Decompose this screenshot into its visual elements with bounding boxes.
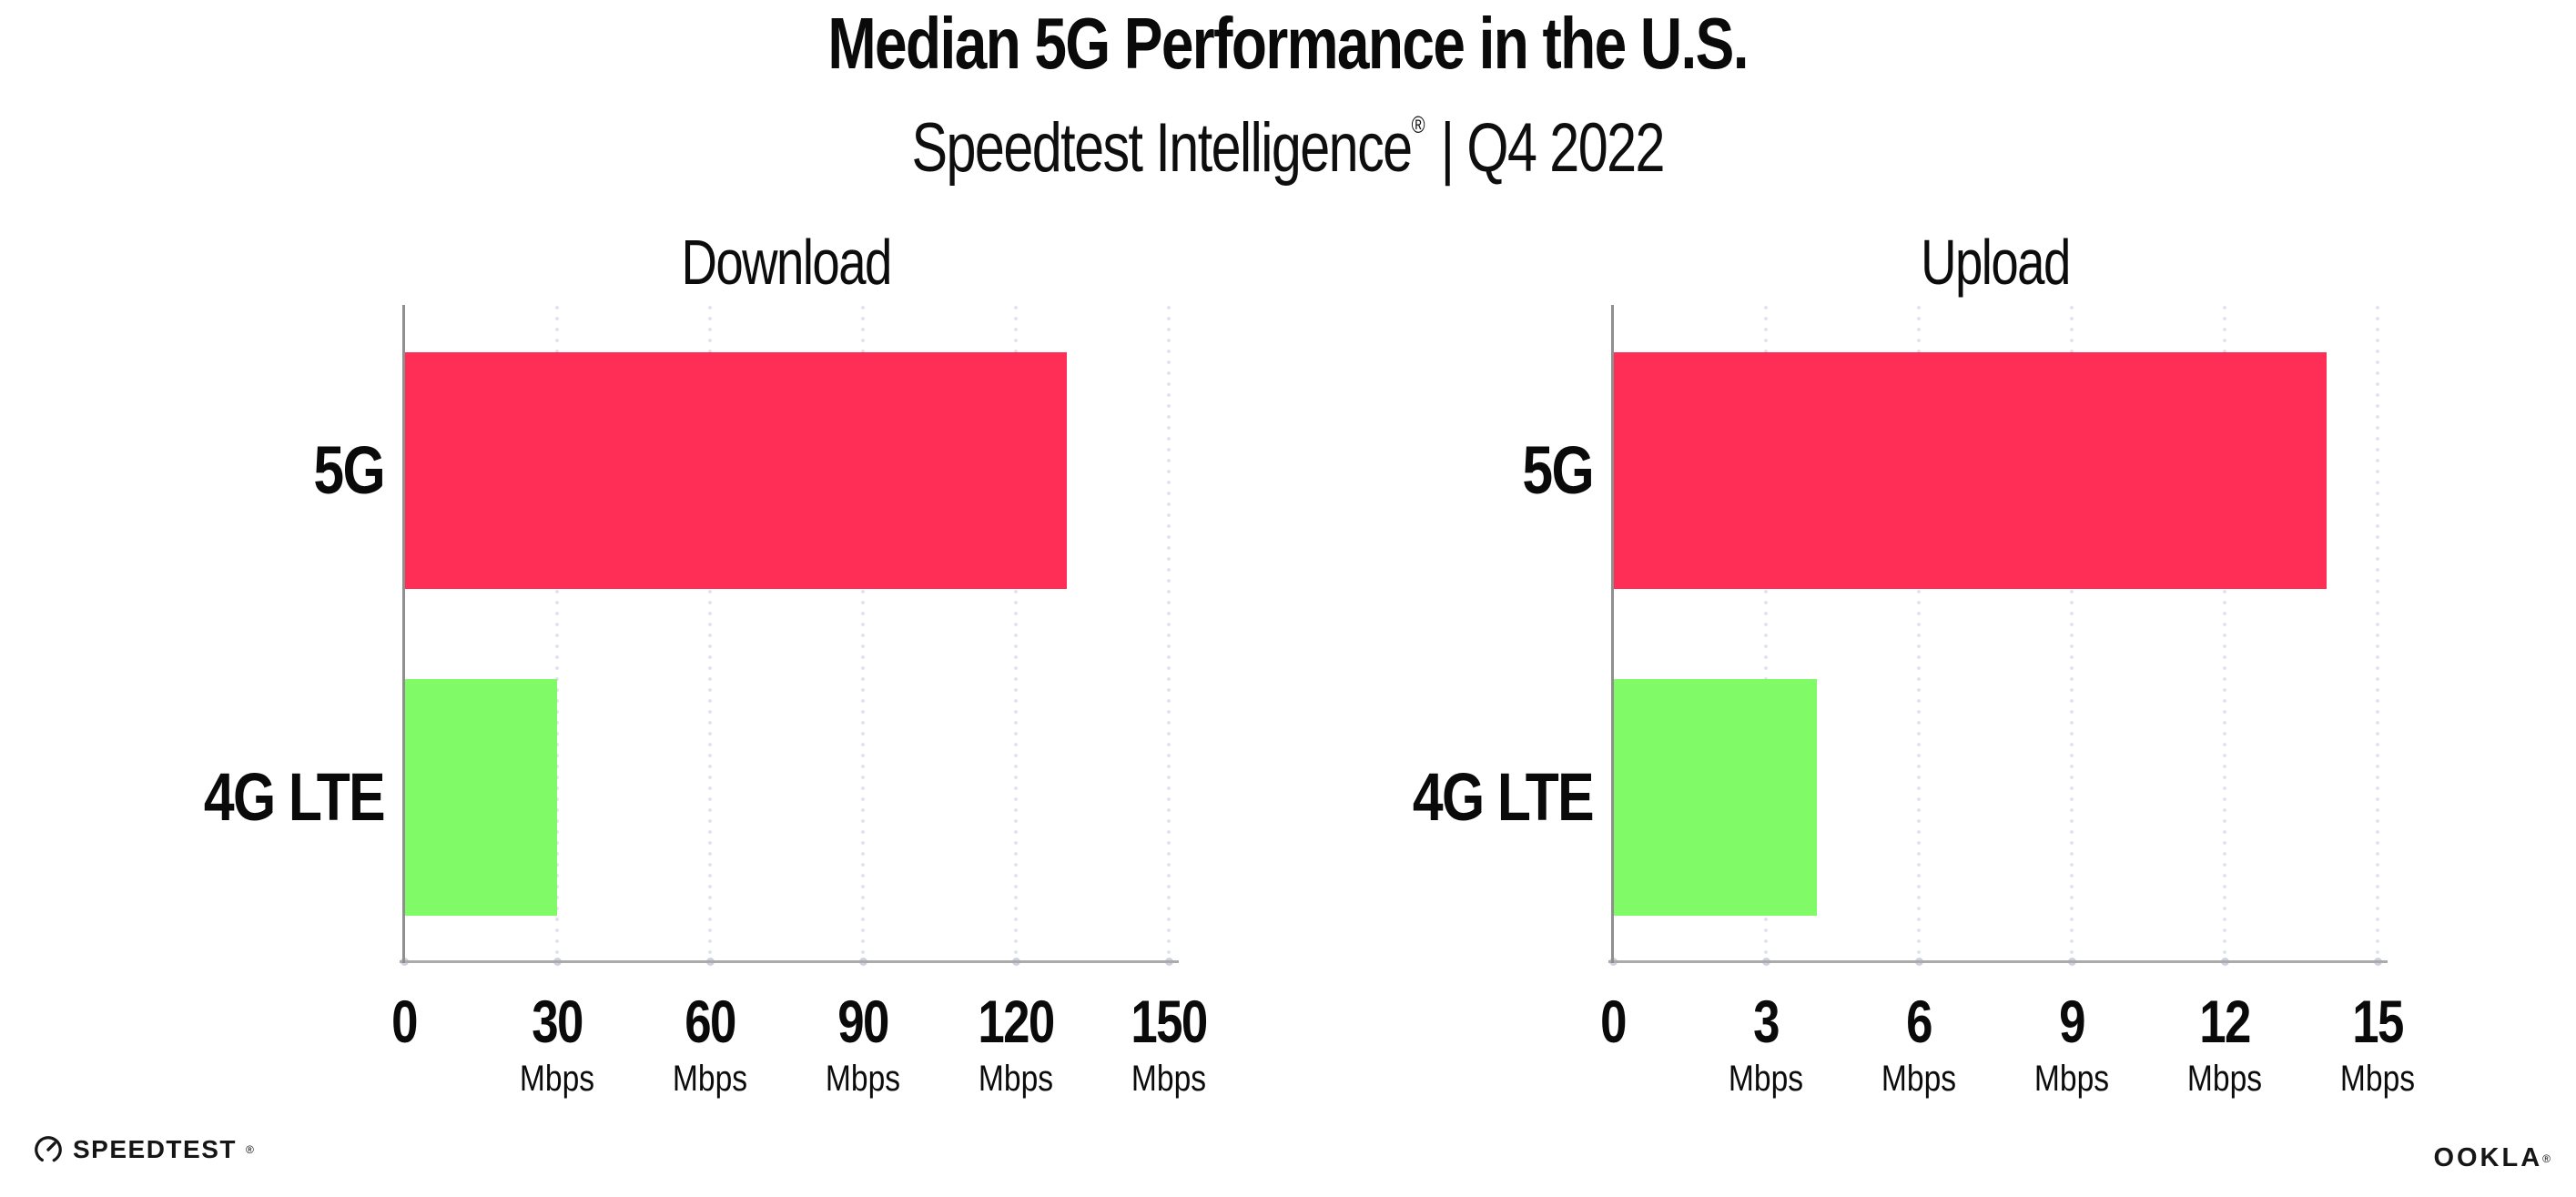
gridline [1764, 305, 1768, 960]
speedtest-gauge-icon [35, 1136, 62, 1163]
gridline [861, 305, 865, 960]
x-tick-label: 6 Mbps [1819, 988, 2019, 1099]
bar-5g [1613, 352, 2327, 589]
ookla-logo: OOKLA ® [2433, 1143, 2551, 1173]
x-tick-unit: Mbps [978, 1059, 1054, 1099]
subtitle-period: | Q4 2022 [1440, 109, 1666, 187]
x-tick-value: 12 [2199, 988, 2251, 1055]
x-tick-label: 15 Mbps [2277, 988, 2478, 1099]
gridline [2070, 305, 2074, 960]
plot-area [1608, 305, 2388, 966]
x-tick-label: 90 Mbps [763, 988, 963, 1099]
x-tick-label: 0 [1513, 988, 1713, 1055]
x-tick-label: 150 Mbps [1069, 988, 1269, 1099]
gridline [1014, 305, 1018, 960]
category-label-4g-lte: 4G LTE [203, 759, 386, 835]
speedtest-wordmark: SPEEDTEST [73, 1135, 237, 1163]
x-tick-label: 60 Mbps [610, 988, 810, 1099]
x-tick-unit: Mbps [1728, 1059, 1804, 1099]
category-label-4g-lte: 4G LTE [1412, 759, 1595, 835]
header: Median 5G Performance in the U.S. Speedt… [0, 5, 2576, 186]
x-tick-value: 60 [685, 988, 736, 1055]
plot-area [400, 305, 1179, 966]
x-tick-unit: Mbps [2033, 1059, 2110, 1099]
x-tick-unit: Mbps [519, 1059, 595, 1099]
x-tick-value: 15 [2352, 988, 2404, 1055]
x-tick-unit: Mbps [672, 1059, 748, 1099]
page-title-text: Median 5G Performance in the U.S. [827, 3, 1749, 84]
x-tick-value: 0 [391, 988, 418, 1055]
bar-5g [404, 352, 1067, 589]
speedtest-logo: SPEEDTEST ® [33, 1134, 254, 1165]
x-axis-line [400, 960, 1179, 963]
gridline [1917, 305, 1921, 960]
chart-title: Download [404, 229, 1169, 295]
x-tick-value: 30 [532, 988, 583, 1055]
x-tick-label: 30 Mbps [457, 988, 657, 1099]
chart-title-text: Download [681, 227, 893, 298]
x-tick-value: 3 [1753, 988, 1780, 1055]
gridline [1167, 305, 1171, 960]
x-tick-unit: Mbps [2339, 1059, 2416, 1099]
bar-4g-lte [1613, 679, 1817, 916]
x-tick-unit: Mbps [825, 1059, 901, 1099]
ookla-registered-mark: ® [2542, 1151, 2551, 1165]
x-tick-value: 6 [1906, 988, 1932, 1055]
x-tick-value: 9 [2059, 988, 2085, 1055]
x-tick-value: 0 [1600, 988, 1627, 1055]
page-title: Median 5G Performance in the U.S. [0, 5, 2576, 82]
gridline [555, 305, 559, 960]
chart-title-text: Upload [1921, 227, 2071, 298]
x-tick-value: 90 [837, 988, 889, 1055]
category-label-5g: 5G [313, 432, 385, 508]
gridline [708, 305, 712, 960]
y-axis-line [1611, 305, 1614, 963]
subtitle-brand: Speedtest Intelligence [911, 109, 1414, 187]
chart-download: Download 0 30 Mbps 60 Mbps 90 Mbps 120 Mbps 150 Mb… [76, 218, 1333, 1165]
chart-title: Upload [1613, 229, 2378, 295]
x-tick-label: 9 Mbps [1972, 988, 2172, 1099]
registered-mark: ® [1411, 111, 1425, 138]
x-tick-label: 3 Mbps [1666, 988, 1866, 1099]
x-tick-label: 120 Mbps [916, 988, 1116, 1099]
x-tick-value: 120 [978, 988, 1055, 1055]
ookla-wordmark: OOKLA [2433, 1143, 2543, 1172]
category-label-5g: 5G [1522, 432, 1594, 508]
x-tick-unit: Mbps [2186, 1059, 2263, 1099]
x-tick-unit: Mbps [1881, 1059, 1957, 1099]
gridline [2223, 305, 2226, 960]
x-axis-line [1608, 960, 2388, 963]
page-subtitle: Speedtest Intelligence® | Q4 2022 [0, 87, 2576, 186]
x-tick-value: 150 [1131, 988, 1208, 1055]
gridline [2376, 305, 2379, 960]
x-tick-unit: Mbps [1131, 1059, 1207, 1099]
x-tick-label: 0 [304, 988, 504, 1055]
speedtest-registered-mark: ® [245, 1143, 254, 1156]
chart-upload: Upload 0 3 Mbps 6 Mbps 9 Mbps 12 Mbps 15 Mbps 5G 4G … [1285, 218, 2541, 1165]
x-tick-label: 12 Mbps [2125, 988, 2325, 1099]
bar-4g-lte [404, 679, 557, 916]
y-axis-line [402, 305, 405, 963]
